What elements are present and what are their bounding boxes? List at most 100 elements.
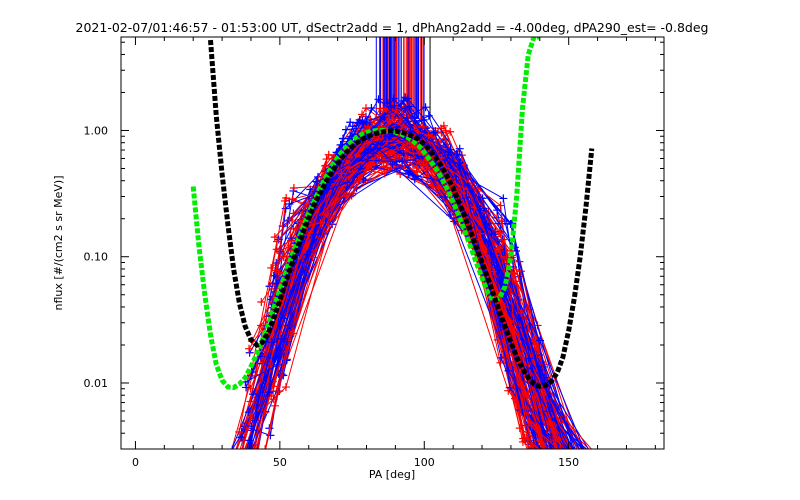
measurement-point <box>337 169 346 178</box>
measurement-point <box>261 347 270 356</box>
measurement-point <box>542 455 550 463</box>
measurement-point <box>580 467 588 475</box>
measurement-point <box>247 422 256 431</box>
measurement-point <box>613 467 621 475</box>
measurement-point <box>586 467 594 475</box>
measurement-point <box>539 467 547 475</box>
measurement-point <box>545 467 553 475</box>
measurement-point <box>619 467 627 475</box>
measurement-point <box>620 467 628 475</box>
measurement-point <box>398 157 407 166</box>
measurement-point <box>549 467 557 475</box>
measurement-point <box>261 445 270 449</box>
measurement-point <box>476 206 485 215</box>
measurement-point <box>402 113 411 122</box>
measurement-point <box>607 467 615 475</box>
measurement-point <box>274 268 283 277</box>
measurement-point <box>593 467 601 475</box>
x-tick-label: 0 <box>132 456 139 469</box>
measurement-point <box>613 467 621 475</box>
y-tick-label: 0.10 <box>84 251 109 264</box>
x-axis-ticks: 0 50 100 150 <box>132 37 656 469</box>
measurement-point <box>380 113 389 122</box>
measurement-point <box>544 467 552 475</box>
measurement-point <box>615 467 623 475</box>
measurement-point <box>597 467 605 475</box>
measurement-point <box>581 467 589 475</box>
measurement-point <box>497 353 506 362</box>
measurement-point <box>592 467 600 475</box>
measurement-point <box>410 175 419 184</box>
measurement-point <box>389 94 398 103</box>
measurement-point <box>580 467 588 475</box>
measurement-point <box>324 150 333 159</box>
measurement-point <box>280 196 289 205</box>
measurement-point <box>541 463 549 471</box>
measurement-point <box>550 467 558 475</box>
measurement-point <box>590 467 598 475</box>
measurement-point <box>584 467 592 475</box>
measurement-point <box>597 467 605 475</box>
measurement-point <box>602 467 610 475</box>
measurement-point <box>540 467 548 475</box>
measurement-point <box>583 467 591 475</box>
measurement-point <box>250 467 258 475</box>
measurement-point <box>619 467 627 475</box>
measurement-point <box>585 467 593 475</box>
measurement-point <box>536 336 545 345</box>
measurement-point <box>236 467 244 475</box>
measurement-point <box>236 467 244 475</box>
measurement-point <box>593 467 601 475</box>
measurement-point <box>452 149 461 158</box>
measurement-point <box>401 103 410 112</box>
measurement-point <box>592 467 600 475</box>
measurement-point <box>235 467 243 475</box>
measurement-point <box>536 467 544 475</box>
measurement-point <box>619 467 627 475</box>
measurement-point <box>504 366 513 375</box>
measurement-point <box>245 348 254 357</box>
measurement-point <box>547 467 555 475</box>
measurement-point <box>455 144 464 153</box>
measurement-point <box>584 467 592 475</box>
measurement-point <box>591 467 599 475</box>
measurement-point <box>250 458 258 466</box>
measurement-point <box>607 467 615 475</box>
measurement-point <box>617 467 625 475</box>
measurement-point <box>580 467 588 475</box>
measurement-point <box>608 467 616 475</box>
measurement-point <box>505 383 514 392</box>
measurement-point <box>493 237 502 246</box>
measurement-point <box>544 467 552 475</box>
measurement-point <box>364 122 373 131</box>
measurement-point <box>585 467 593 475</box>
measurement-point <box>618 467 626 475</box>
measurement-point <box>580 467 588 475</box>
measurement-trace <box>289 130 574 449</box>
measurement-point <box>424 111 433 120</box>
measurement-point <box>614 467 622 475</box>
measurement-point <box>234 467 242 475</box>
measurement-point <box>401 93 410 102</box>
measurement-point <box>620 467 628 475</box>
measurement-point <box>605 467 613 475</box>
measurement-point <box>235 467 243 475</box>
measurement-point <box>600 467 608 475</box>
measurement-point <box>590 467 598 475</box>
measurement-point <box>246 467 254 475</box>
measurement-point <box>589 467 597 475</box>
x-axis-label: PA [deg] <box>369 468 415 481</box>
measurement-point <box>578 467 586 475</box>
measurement-point <box>245 344 254 353</box>
plot-frame <box>120 36 665 450</box>
measurement-point <box>546 467 554 475</box>
measurement-point <box>283 216 292 225</box>
measurement-point <box>424 131 433 140</box>
measurement-point <box>619 467 627 475</box>
measurement-point <box>614 467 622 475</box>
measurement-point <box>591 467 599 475</box>
measurement-point <box>369 149 378 158</box>
measurement-point <box>595 467 603 475</box>
measurement-point <box>607 467 615 475</box>
